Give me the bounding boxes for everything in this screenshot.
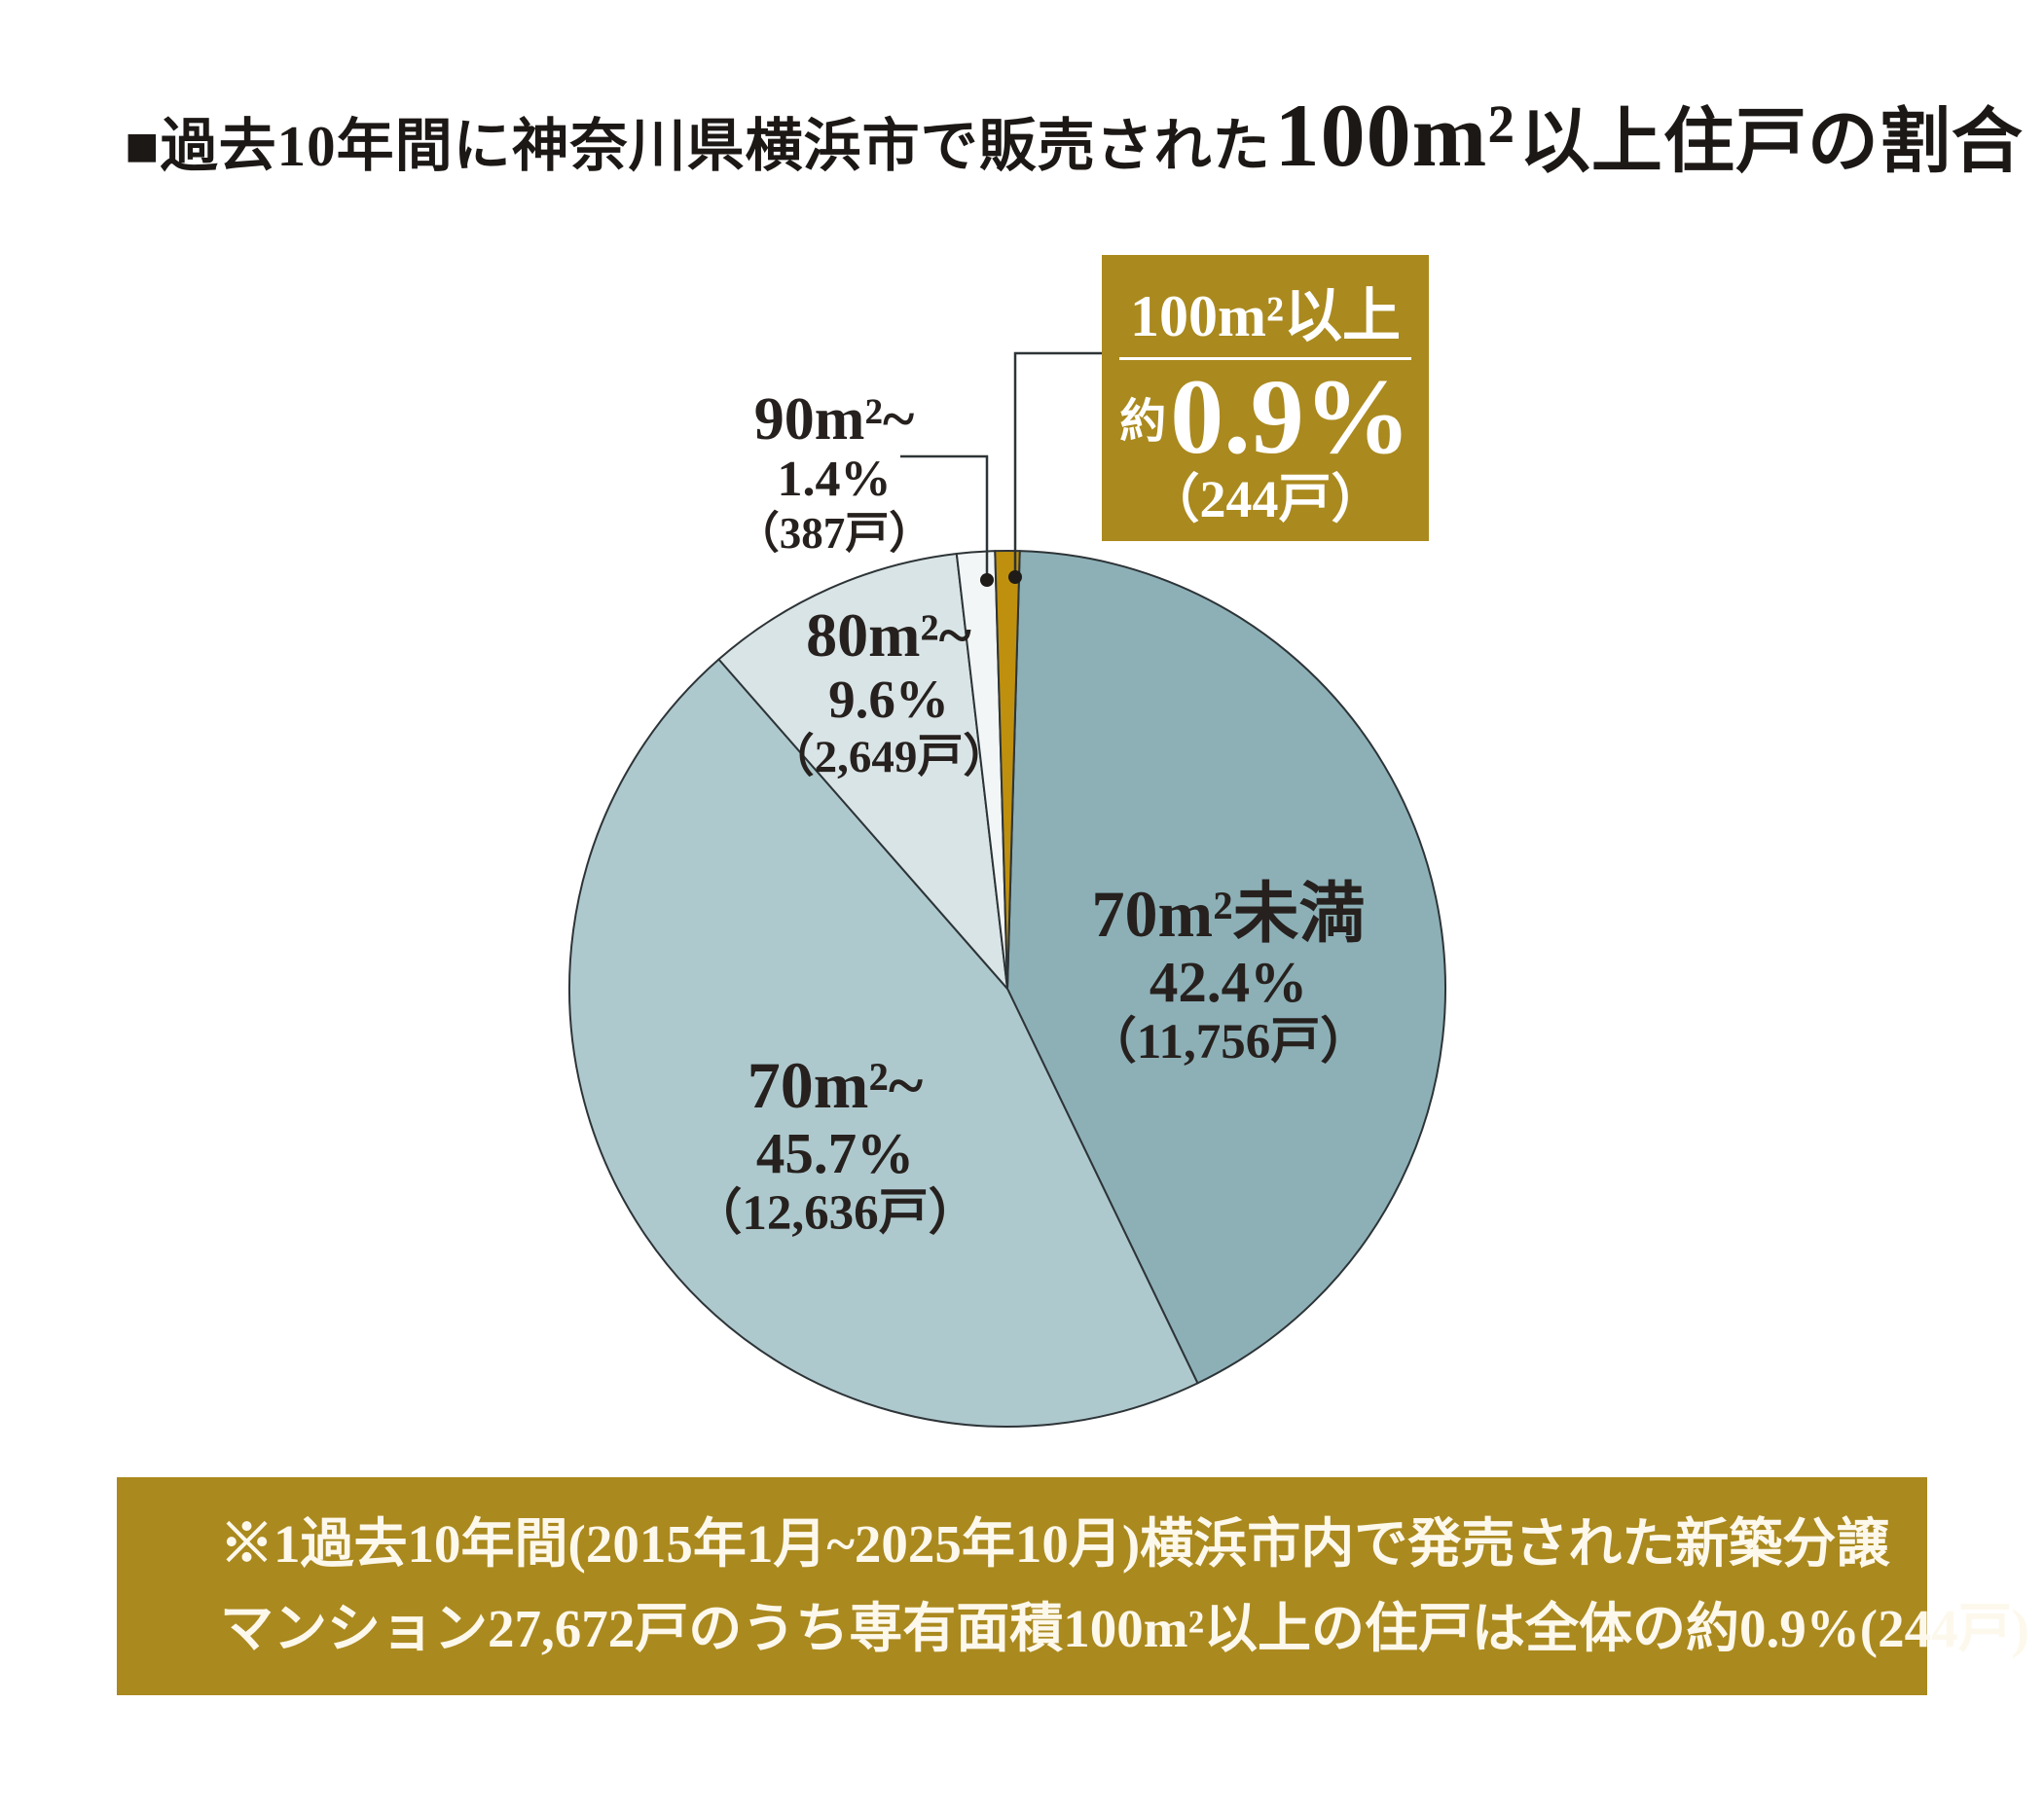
slice-label-80m2-name: 80m²~ (806, 600, 971, 670)
slice-label-70m2-over-name: 70m²~ (747, 1048, 924, 1122)
slice-label-70m2-over: 70m²~ 45.7% （12,636戸） (692, 1049, 977, 1242)
pie-slice-70m²~ (568, 658, 1199, 1428)
pie-slice-80m²~ (717, 553, 1008, 990)
callout-value: 0.9% (1170, 356, 1411, 476)
footnote-line1: ※1過去10年間(2015年1月~2025年10月)横浜市内で発売された新築分譲 (220, 1514, 1890, 1574)
slice-label-90m2: 90m²~ 1.4% （387戸） (736, 387, 933, 559)
pie-slice-70m²未満 (1006, 550, 1446, 1385)
callout-approx: 約 (1119, 395, 1167, 448)
callout-title: 100m²以上 (1118, 272, 1412, 360)
slice-label-70m2-under-count: （11,756戸） (1086, 1015, 1370, 1069)
slice-label-90m2-count: （387戸） (735, 509, 933, 558)
slice-label-90m2-pct: 1.4% (777, 452, 892, 507)
pie-slice-100m²以上 (994, 550, 1021, 990)
slice-label-70m2-under-name: 70m²未満 (1091, 877, 1366, 951)
pie-slices (568, 550, 1446, 1428)
callout-count: （244戸） (1147, 469, 1384, 528)
leader-line-100m2 (1013, 351, 1102, 577)
footnote-band: ※1過去10年間(2015年1月~2025年10月)横浜市内で発売された新築分譲… (117, 1477, 2029, 1695)
page-title: ■過去10年間に神奈川県横浜市で販売された 100m² 以上住戸の割合 (125, 84, 2024, 187)
slice-label-80m2-count: （2,649戸） (768, 732, 1009, 782)
title-prefix: ■過去10年間に神奈川県横浜市で販売された (125, 114, 1271, 178)
slice-label-70m2-over-pct: 45.7% (755, 1121, 915, 1185)
slice-label-70m2-over-count: （12,636戸） (692, 1186, 978, 1241)
slice-label-70m2-under: 70m²未満 42.4% （11,756戸） (1087, 878, 1369, 1070)
leader-dot-90m2 (980, 573, 994, 587)
footnote-line2: マンション27,672戸のうち専有面積100m²以上の住戸は全体の約0.9%(2… (220, 1599, 2029, 1658)
callout-100m2: 100m²以上 約 0.9% （244戸） (1102, 255, 1429, 541)
slice-label-90m2-name: 90m²~ (753, 386, 915, 453)
leader-dot-100m2 (1008, 570, 1022, 584)
callout-value-row: 約 0.9% (1119, 362, 1411, 471)
slice-label-80m2: 80m²~ 9.6% （2,649戸） (769, 601, 1009, 784)
title-highlight-100m2: 100m² (1274, 86, 1515, 185)
leader-line-90m2 (900, 454, 989, 580)
slice-label-80m2-pct: 9.6% (828, 670, 949, 729)
title-suffix: 以上住戸の割合 (1518, 102, 2024, 181)
slice-label-70m2-under-pct: 42.4% (1149, 950, 1308, 1014)
